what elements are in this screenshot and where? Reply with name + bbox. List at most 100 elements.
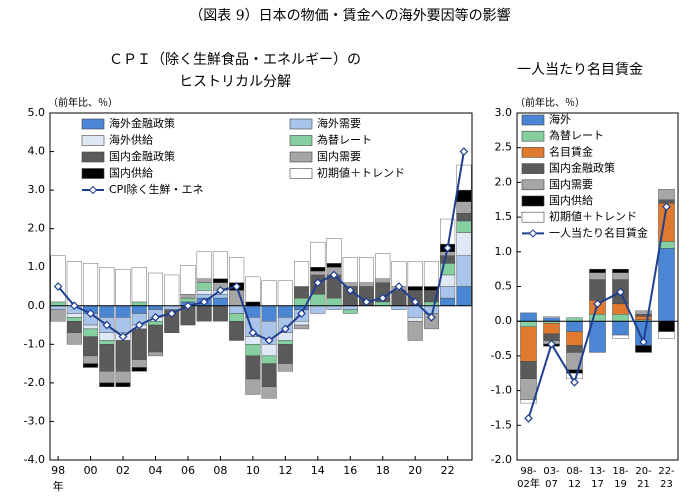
legend-swatch bbox=[81, 168, 105, 179]
line-marker bbox=[313, 278, 323, 287]
bar-segment bbox=[277, 340, 293, 345]
line-marker bbox=[134, 320, 144, 330]
bar-segment bbox=[115, 371, 131, 384]
bar-segment bbox=[50, 305, 66, 310]
legend-label: 為替レート bbox=[549, 128, 604, 142]
bar-segment bbox=[635, 316, 652, 321]
legend-swatch bbox=[81, 135, 105, 146]
chart-title: ＣＰＩ（除く生鮮食品・エネルギー）の bbox=[109, 51, 361, 68]
bar-segment bbox=[612, 268, 629, 273]
x-tick-label: 12 bbox=[278, 464, 292, 477]
bar-segment bbox=[115, 382, 131, 387]
bar-segment bbox=[566, 345, 583, 353]
bar-segment bbox=[66, 317, 82, 322]
x-tick-label: 19 bbox=[614, 479, 627, 490]
y-tick-label: 1.5 bbox=[495, 210, 513, 223]
bar-segment bbox=[50, 255, 66, 303]
line-marker bbox=[639, 337, 648, 347]
line-marker bbox=[297, 309, 306, 318]
y-tick-label: 3.0 bbox=[495, 106, 513, 119]
legend-swatch bbox=[289, 135, 313, 146]
bar-segment bbox=[245, 378, 261, 395]
plot-frame bbox=[49, 112, 473, 461]
bar-segment bbox=[83, 324, 99, 330]
y-tick-label: 2.5 bbox=[495, 141, 513, 154]
x-tick-label: 06 bbox=[181, 464, 195, 477]
x-tick-label: 02 bbox=[116, 464, 130, 477]
x-tick-label: 20 bbox=[408, 464, 422, 477]
y-tick-label: -3.0 bbox=[24, 414, 45, 427]
bar-segment bbox=[543, 333, 560, 341]
x-tick-label: 22- bbox=[658, 466, 675, 477]
bar-segment bbox=[212, 278, 228, 283]
bar-segment bbox=[115, 317, 131, 333]
legend-label: 海外需要 bbox=[317, 116, 361, 130]
bar-segment bbox=[229, 257, 245, 283]
y-tick-label: -2.0 bbox=[491, 453, 512, 466]
bar-segment bbox=[543, 317, 560, 322]
bar-segment bbox=[456, 232, 472, 256]
page-title: （図表 9）日本の物価・賃金への海外要因等の影響 bbox=[189, 7, 510, 24]
line-marker bbox=[151, 312, 160, 322]
bar-segment bbox=[326, 263, 342, 268]
bar-segment bbox=[212, 297, 228, 306]
x-tick-label: 22 bbox=[441, 464, 455, 477]
bar-segment bbox=[520, 378, 537, 400]
bar-segment bbox=[50, 309, 66, 322]
line-marker bbox=[53, 282, 63, 291]
bar-segment bbox=[277, 344, 293, 364]
legend-swatch bbox=[289, 168, 313, 179]
line-marker bbox=[69, 301, 79, 311]
bar-segment bbox=[115, 268, 131, 306]
unit-label: （前年比、％） bbox=[515, 96, 585, 109]
bar-segment bbox=[456, 255, 472, 287]
bar-segment bbox=[164, 305, 180, 310]
x-tick-label: 21 bbox=[637, 479, 650, 490]
bar-segment bbox=[612, 272, 629, 280]
x-tick-label: 04 bbox=[149, 464, 163, 477]
bar-segment bbox=[147, 272, 164, 306]
bar-segment bbox=[310, 270, 326, 276]
bar-segment bbox=[589, 268, 606, 273]
y-tick-label: 0.0 bbox=[28, 299, 46, 312]
line-marker bbox=[167, 309, 177, 318]
x-tick-label: 03- bbox=[543, 466, 560, 477]
y-tick-label: -1.5 bbox=[491, 418, 512, 431]
legend-swatch bbox=[521, 211, 545, 223]
bar-segment bbox=[99, 332, 115, 341]
legend-swatch bbox=[521, 179, 545, 191]
bar-segment bbox=[245, 355, 261, 380]
bar-segment bbox=[589, 272, 606, 280]
bar-segment bbox=[456, 189, 472, 202]
bar-segment bbox=[180, 265, 196, 295]
bar-segment bbox=[520, 312, 537, 322]
bar-segment bbox=[520, 399, 537, 404]
x-tick-label: 07 bbox=[545, 479, 558, 490]
legend-swatch bbox=[521, 130, 545, 142]
bar-segment bbox=[375, 301, 391, 306]
bar-segment bbox=[131, 301, 147, 306]
bar-segment bbox=[423, 301, 439, 306]
bar-segment bbox=[99, 382, 115, 387]
bar-segment bbox=[277, 305, 293, 318]
line bbox=[57, 151, 465, 342]
bar-segment bbox=[440, 251, 456, 256]
line-marker bbox=[248, 328, 258, 338]
bar-segment bbox=[164, 274, 180, 306]
bar-segment bbox=[83, 263, 99, 306]
line-marker bbox=[524, 414, 533, 423]
bar-segment bbox=[543, 316, 560, 318]
bar-segment bbox=[99, 267, 115, 306]
bar-segment bbox=[440, 286, 456, 299]
chart-title: ヒストリカル分解 bbox=[179, 74, 291, 90]
bar-segment bbox=[310, 267, 326, 272]
bar-segment bbox=[440, 274, 456, 287]
bar-segment bbox=[294, 305, 310, 310]
bar-segment bbox=[589, 279, 606, 301]
legend-label: 海外金融政策 bbox=[109, 116, 175, 130]
bar-segment bbox=[261, 305, 277, 322]
bar-segment bbox=[277, 363, 293, 372]
bar-segment bbox=[658, 331, 675, 339]
bar-segment bbox=[196, 305, 212, 322]
x-tick-label: 14 bbox=[311, 464, 325, 477]
